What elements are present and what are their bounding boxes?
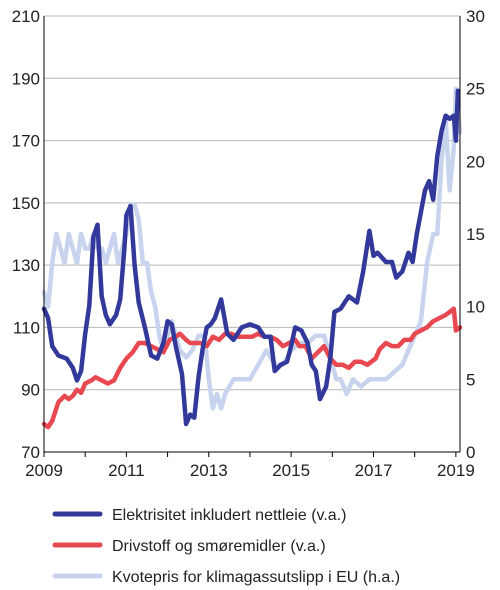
legend-label: Drivstoff og smøremidler (v.a.) (112, 538, 326, 555)
y-left-tick-label: 90 (21, 381, 40, 400)
tick-labels: 2009 2011 2013 2015 2017 20197090110130150170… (12, 7, 485, 480)
y-right-tick-label: 10 (466, 298, 485, 317)
x-tick-label: 2011 (108, 461, 145, 480)
legend: Elektrisitet inkludert nettleie (v.a.) Dr… (52, 507, 400, 586)
y-left-tick-label: 150 (12, 194, 40, 213)
y-right-tick-label: 20 (466, 152, 485, 171)
x-tick-label: 2015 (272, 461, 310, 480)
series-line-2 (41, 306, 463, 430)
x-tick-label: 2013 (190, 461, 228, 480)
x-tick-label: 2019 (437, 461, 475, 480)
legend-label: Kvotepris for klimagassutslipp i EU (h.a… (112, 569, 400, 586)
y-left-tick-label: 210 (12, 7, 40, 26)
y-left-tick-label: 130 (12, 256, 40, 275)
y-left-tick-label: 70 (21, 443, 40, 462)
y-left-tick-label: 170 (12, 132, 40, 151)
axes (43, 16, 461, 457)
y-right-tick-label: 5 (466, 370, 475, 389)
y-right-tick-label: 15 (466, 225, 485, 244)
y-right-tick-label: 25 (466, 80, 485, 99)
y-right-tick-label: 30 (466, 7, 485, 26)
gridlines (44, 15, 460, 391)
y-right-tick-label: 0 (466, 443, 475, 462)
series-layer (41, 86, 463, 430)
legend-label: Elektrisitet inkludert nettleie (v.a.) (112, 507, 346, 524)
series-line-1 (41, 88, 461, 427)
x-tick-label: 2009 (25, 461, 63, 480)
y-left-tick-label: 110 (13, 318, 40, 337)
series-line-3 (41, 86, 463, 411)
x-tick-label: 2017 (355, 461, 393, 480)
y-left-tick-label: 190 (12, 69, 40, 88)
